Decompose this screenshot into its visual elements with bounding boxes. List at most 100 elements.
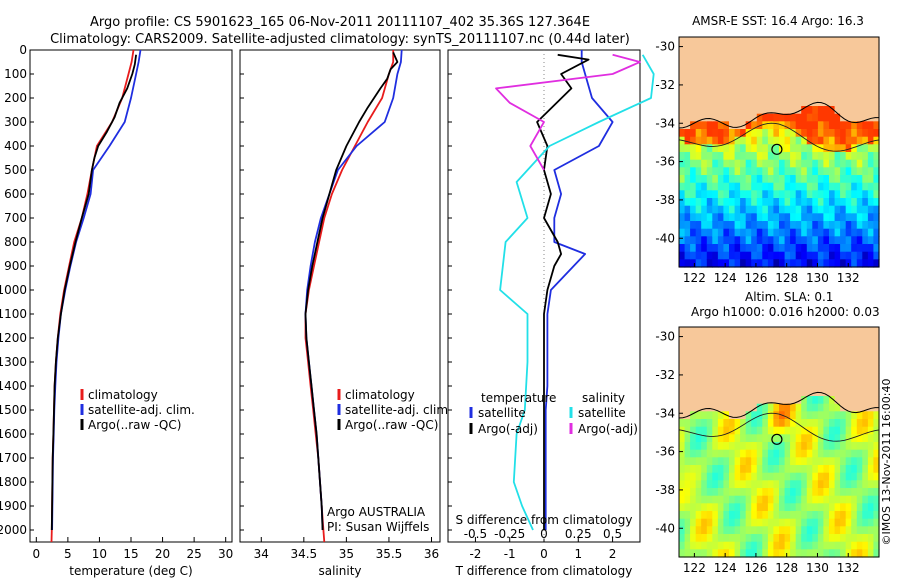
land-cell — [751, 357, 758, 366]
ocean-cell — [756, 198, 763, 207]
land-cell — [862, 403, 869, 412]
ocean-cell — [873, 457, 880, 466]
land-cell — [801, 357, 808, 366]
ocean-cell — [812, 449, 819, 458]
ocean-cell — [784, 442, 791, 451]
land-cell — [712, 334, 719, 343]
ocean-cell — [740, 549, 747, 558]
ocean-cell — [867, 449, 875, 458]
ocean-cell — [829, 411, 836, 420]
land-cell — [767, 44, 775, 53]
ocean-cell — [784, 198, 791, 207]
land-cell — [717, 334, 725, 343]
land-cell — [706, 357, 713, 366]
ocean-cell — [701, 190, 708, 199]
land-cell — [779, 98, 786, 107]
land-cell — [712, 83, 719, 92]
land-cell — [701, 373, 708, 382]
x-tick-label: 122 — [683, 271, 706, 285]
ocean-cell — [873, 449, 880, 458]
ocean-cell — [740, 182, 747, 191]
land-cell — [784, 334, 791, 343]
ocean-cell — [834, 175, 841, 184]
ocean-cell — [679, 480, 686, 489]
coastline — [678, 101, 879, 129]
land-cell — [851, 334, 858, 343]
ocean-cell — [779, 534, 786, 543]
ocean-cell — [801, 113, 808, 122]
ocean-cell — [829, 495, 836, 504]
ocean-cell — [745, 152, 752, 161]
ocean-cell — [740, 472, 747, 481]
ocean-cell — [812, 472, 819, 481]
land-cell — [784, 357, 791, 366]
ocean-cell — [873, 472, 880, 481]
ocean-cell — [779, 113, 786, 122]
land-cell — [834, 106, 841, 115]
land-cell — [684, 365, 691, 374]
ocean-cell — [762, 182, 769, 191]
ocean-cell — [806, 205, 813, 214]
ocean-cell — [690, 175, 697, 184]
land-cell — [723, 403, 730, 412]
ocean-cell — [684, 182, 691, 191]
ocean-cell — [706, 411, 713, 420]
land-cell — [801, 380, 808, 389]
ocean-cell — [823, 129, 830, 138]
ocean-cell — [801, 259, 808, 268]
ocean-cell — [784, 426, 791, 435]
ocean-cell — [856, 411, 863, 420]
land-cell — [806, 60, 813, 69]
ocean-cell — [862, 259, 869, 268]
ocean-cell — [690, 472, 697, 481]
land-cell — [723, 373, 730, 382]
ocean-cell — [817, 121, 825, 130]
ocean-cell — [795, 228, 802, 237]
legend-group-title: salinity — [582, 391, 625, 405]
land-cell — [773, 60, 780, 69]
land-cell — [723, 357, 730, 366]
land-cell — [706, 60, 713, 69]
ocean-cell — [684, 426, 691, 435]
ocean-cell — [867, 442, 875, 451]
land-cell — [795, 327, 802, 336]
ocean-cell — [751, 213, 758, 222]
ocean-cell — [840, 159, 847, 168]
ocean-cell — [734, 251, 741, 260]
land-cell — [723, 106, 730, 115]
ocean-cell — [706, 434, 713, 443]
land-cell — [790, 396, 797, 405]
land-cell — [840, 37, 847, 46]
ocean-cell — [773, 480, 780, 489]
ocean-cell — [862, 488, 869, 497]
ocean-cell — [779, 198, 786, 207]
ocean-cell — [695, 190, 702, 199]
ocean-cell — [706, 503, 713, 512]
ocean-cell — [684, 449, 691, 458]
ocean-cell — [729, 159, 736, 168]
ocean-cell — [790, 136, 797, 145]
land-cell — [767, 373, 775, 382]
ocean-cell — [867, 495, 875, 504]
land-cell — [712, 342, 719, 351]
ocean-cell — [734, 167, 741, 176]
ocean-cell — [795, 113, 802, 122]
ocean-cell — [734, 228, 741, 237]
ocean-cell — [751, 488, 758, 497]
land-cell — [756, 327, 763, 336]
ocean-cell — [784, 244, 791, 253]
land-cell — [867, 365, 875, 374]
ocean-cell — [812, 518, 819, 527]
land-cell — [701, 350, 708, 359]
land-cell — [690, 52, 697, 61]
x-tick-label: 126 — [744, 561, 767, 575]
ocean-cell — [706, 221, 713, 230]
ocean-cell — [717, 228, 725, 237]
land-cell — [695, 365, 702, 374]
ocean-cell — [873, 503, 880, 512]
land-cell — [679, 334, 686, 343]
ocean-cell — [740, 198, 747, 207]
ocean-cell — [740, 244, 747, 253]
x-axis-label: T difference from climatology — [455, 564, 633, 578]
land-cell — [817, 52, 825, 61]
